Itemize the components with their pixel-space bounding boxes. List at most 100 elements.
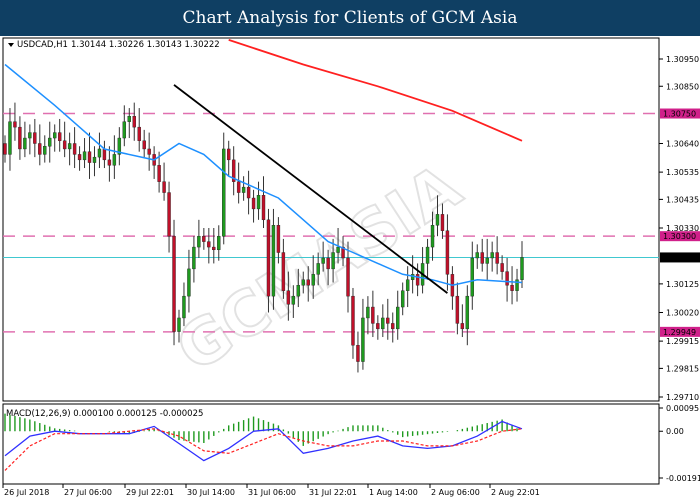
y-tick-label: 1.30950 xyxy=(666,55,699,64)
candle-body xyxy=(405,279,410,291)
level-price-tag xyxy=(660,108,700,119)
candle-body xyxy=(92,156,97,163)
candle-body xyxy=(505,271,509,286)
y-tick-label: 1.30125 xyxy=(666,280,699,289)
x-tick-label: 30 Jul 14:00 xyxy=(187,488,235,497)
candle-body xyxy=(470,257,474,297)
candle-body xyxy=(291,295,296,305)
candle-body xyxy=(137,126,141,141)
candle-body xyxy=(281,252,286,291)
candle-body xyxy=(127,116,131,122)
candle-body xyxy=(122,121,127,139)
candle-body xyxy=(53,132,57,139)
candle-body xyxy=(500,263,504,272)
candle-body xyxy=(475,252,479,259)
candle-body xyxy=(381,317,385,330)
candle-body xyxy=(445,230,450,275)
candle-body xyxy=(306,279,310,286)
candle-body xyxy=(376,323,380,330)
candle-body xyxy=(515,279,519,291)
candle-body xyxy=(311,274,315,286)
candle-body xyxy=(271,225,276,297)
candle-body xyxy=(13,121,17,128)
candle-body xyxy=(455,295,460,324)
candle-body xyxy=(142,140,146,150)
y-tick-label: 1.29710 xyxy=(666,393,699,402)
candle-body xyxy=(167,192,171,237)
level-price-label: 1.30750 xyxy=(663,110,696,119)
candle-body xyxy=(510,285,514,291)
candle-body xyxy=(465,295,470,330)
candle-body xyxy=(117,137,122,155)
candle-body xyxy=(67,143,72,150)
candle-body xyxy=(386,317,390,324)
candle-body xyxy=(321,257,325,264)
candle-body xyxy=(266,219,271,297)
x-tick-label: 29 Jul 22:01 xyxy=(126,488,174,497)
candle-body xyxy=(495,252,499,264)
ohlc-label: 1.30144 1.30226 1.30143 1.30222 xyxy=(71,40,220,50)
macd-line xyxy=(4,420,523,462)
x-tick-label: 31 Jul 06:00 xyxy=(248,488,296,497)
dropdown-triangle-icon[interactable] xyxy=(8,43,14,47)
x-tick-label: 26 Jul 2018 xyxy=(4,488,49,497)
main-panel xyxy=(2,37,660,402)
x-tick-label: 1 Aug 14:00 xyxy=(369,488,418,497)
candle-body xyxy=(8,121,12,155)
candle-body xyxy=(107,159,112,166)
candle-body xyxy=(356,345,360,362)
candle-body xyxy=(227,148,231,161)
moving-average-fast xyxy=(4,63,523,286)
candle-body xyxy=(236,181,241,193)
level-price-tag xyxy=(660,326,700,337)
candle-body xyxy=(28,132,32,139)
candle-body xyxy=(361,317,365,362)
candle-body xyxy=(97,148,102,158)
candle-body xyxy=(212,246,216,251)
candle-body xyxy=(62,140,67,150)
candle-body xyxy=(251,197,256,210)
candle-body xyxy=(415,274,420,286)
candle-body xyxy=(396,306,400,330)
candle-body xyxy=(520,257,524,280)
moving-average-slow xyxy=(228,39,523,142)
candle-body xyxy=(72,143,77,155)
candle-body xyxy=(231,159,236,182)
x-tick-label: 2 Aug 22:01 xyxy=(491,488,540,497)
y-tick-label: 1.30435 xyxy=(666,195,699,204)
y-tick-label: 1.29915 xyxy=(666,337,699,346)
candle-body xyxy=(3,143,7,155)
y-tick-label: 1.30020 xyxy=(666,309,699,318)
macd-signal-line xyxy=(4,428,523,471)
candle-body xyxy=(157,165,161,182)
candle-body xyxy=(217,235,221,251)
candle-body xyxy=(316,263,320,275)
candle-body xyxy=(132,116,136,128)
candle-body xyxy=(286,290,291,305)
candle-body xyxy=(177,317,181,332)
candle-body xyxy=(202,235,206,242)
current-price-label: 1.30222 xyxy=(663,253,696,262)
candle-body xyxy=(261,195,266,221)
candle-body xyxy=(351,295,355,346)
candle-body xyxy=(172,235,176,332)
y-tick-label: 1.30535 xyxy=(666,168,699,177)
current-price-tag xyxy=(660,252,700,263)
candle-body xyxy=(162,181,166,193)
candle-body xyxy=(336,246,340,253)
candle-body xyxy=(326,257,330,270)
candle-body xyxy=(182,295,186,319)
candle-body xyxy=(276,225,281,253)
x-tick-label: 31 Jul 22:01 xyxy=(309,488,357,497)
candle-body xyxy=(147,148,151,155)
candle-body xyxy=(391,323,395,330)
candle-body xyxy=(296,285,300,297)
candle-body xyxy=(435,214,440,226)
candle-body xyxy=(246,186,251,199)
y-tick-label: 1.29815 xyxy=(666,364,699,373)
candle-body xyxy=(77,154,82,161)
candle-body xyxy=(460,323,465,330)
macd-label: MACD(12,26,9) 0.000100 0.000125 -0.00002… xyxy=(6,409,203,419)
candle-body xyxy=(102,148,107,161)
